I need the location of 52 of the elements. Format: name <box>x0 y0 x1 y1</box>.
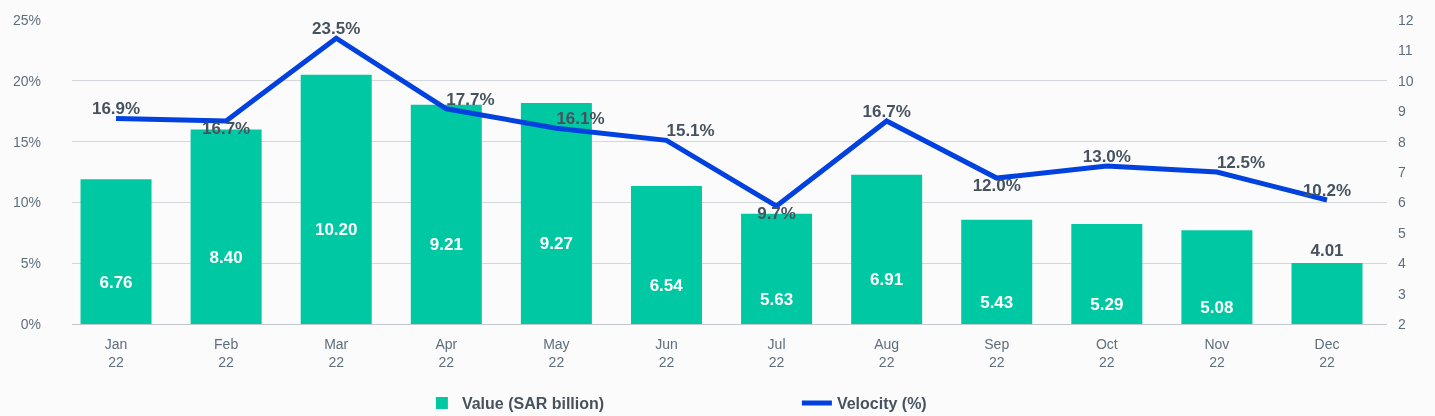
data-label: 4.01 <box>1310 240 1344 260</box>
y2-tick-label: 9 <box>1398 103 1406 120</box>
data-label: 5.63 <box>760 289 794 309</box>
y2-tick-label: 4 <box>1398 255 1406 272</box>
data-label: 10.2% <box>1302 180 1352 200</box>
x-tick-label: Apr 22 <box>435 335 458 370</box>
data-label: 17.7% <box>446 89 495 109</box>
x-tick-label: Nov 22 <box>1204 335 1230 370</box>
data-label: 6.91 <box>870 270 904 290</box>
data-label: 12.0% <box>972 175 1021 195</box>
y-tick-label: 25% <box>12 11 41 28</box>
y2-tick-label: 6 <box>1398 194 1406 211</box>
y2-tick-label: 12 <box>1398 11 1414 28</box>
x-tick-label: Jul 22 <box>767 335 786 370</box>
legend-label: Velocity (%) <box>836 395 927 413</box>
y-tick-label: 15% <box>12 133 41 150</box>
x-tick-label: Dec 22 <box>1314 335 1340 370</box>
data-label: 5.08 <box>1200 298 1234 318</box>
y2-tick-label: 5 <box>1398 224 1406 241</box>
data-label: 8.40 <box>209 247 243 267</box>
data-label: 12.5% <box>1216 152 1266 172</box>
x-tick-label: Oct 22 <box>1095 335 1118 370</box>
legend-label: Value (SAR billion) <box>461 395 605 413</box>
x-tick-label: Jan 22 <box>104 335 128 370</box>
y2-tick-label: 11 <box>1398 42 1413 59</box>
y-tick-label: 0% <box>20 315 41 332</box>
x-tick-label: Mar 22 <box>324 335 349 370</box>
data-label: 15.1% <box>666 121 715 141</box>
data-label: 5.43 <box>980 292 1014 312</box>
y2-tick-label: 8 <box>1398 133 1406 150</box>
y-tick-label: 10% <box>12 194 41 211</box>
x-tick-label: Feb 22 <box>214 335 239 370</box>
y-tick-label: 20% <box>12 72 41 89</box>
x-tick-label: Jun 22 <box>655 335 678 370</box>
x-tick-label: Aug 22 <box>874 335 900 370</box>
data-label: 6.76 <box>99 272 133 292</box>
data-label: 9.27 <box>539 234 573 254</box>
y2-tick-label: 7 <box>1398 163 1406 180</box>
y-tick-label: 5% <box>20 255 41 272</box>
y2-tick-label: 2 <box>1398 315 1406 332</box>
data-label: 16.7% <box>862 101 911 121</box>
data-label: 10.20 <box>314 220 358 240</box>
y2-tick-label: 10 <box>1398 72 1414 89</box>
data-label: 5.29 <box>1090 294 1124 314</box>
data-label: 13.0% <box>1082 146 1131 166</box>
x-tick-label: May 22 <box>543 335 570 370</box>
data-label: 9.21 <box>429 235 463 255</box>
data-label: 23.5% <box>312 18 361 38</box>
x-tick-label: Sep 22 <box>984 335 1010 370</box>
data-label: 6.54 <box>649 275 684 295</box>
data-label: 16.9% <box>91 99 141 119</box>
y2-tick-label: 3 <box>1398 285 1406 302</box>
